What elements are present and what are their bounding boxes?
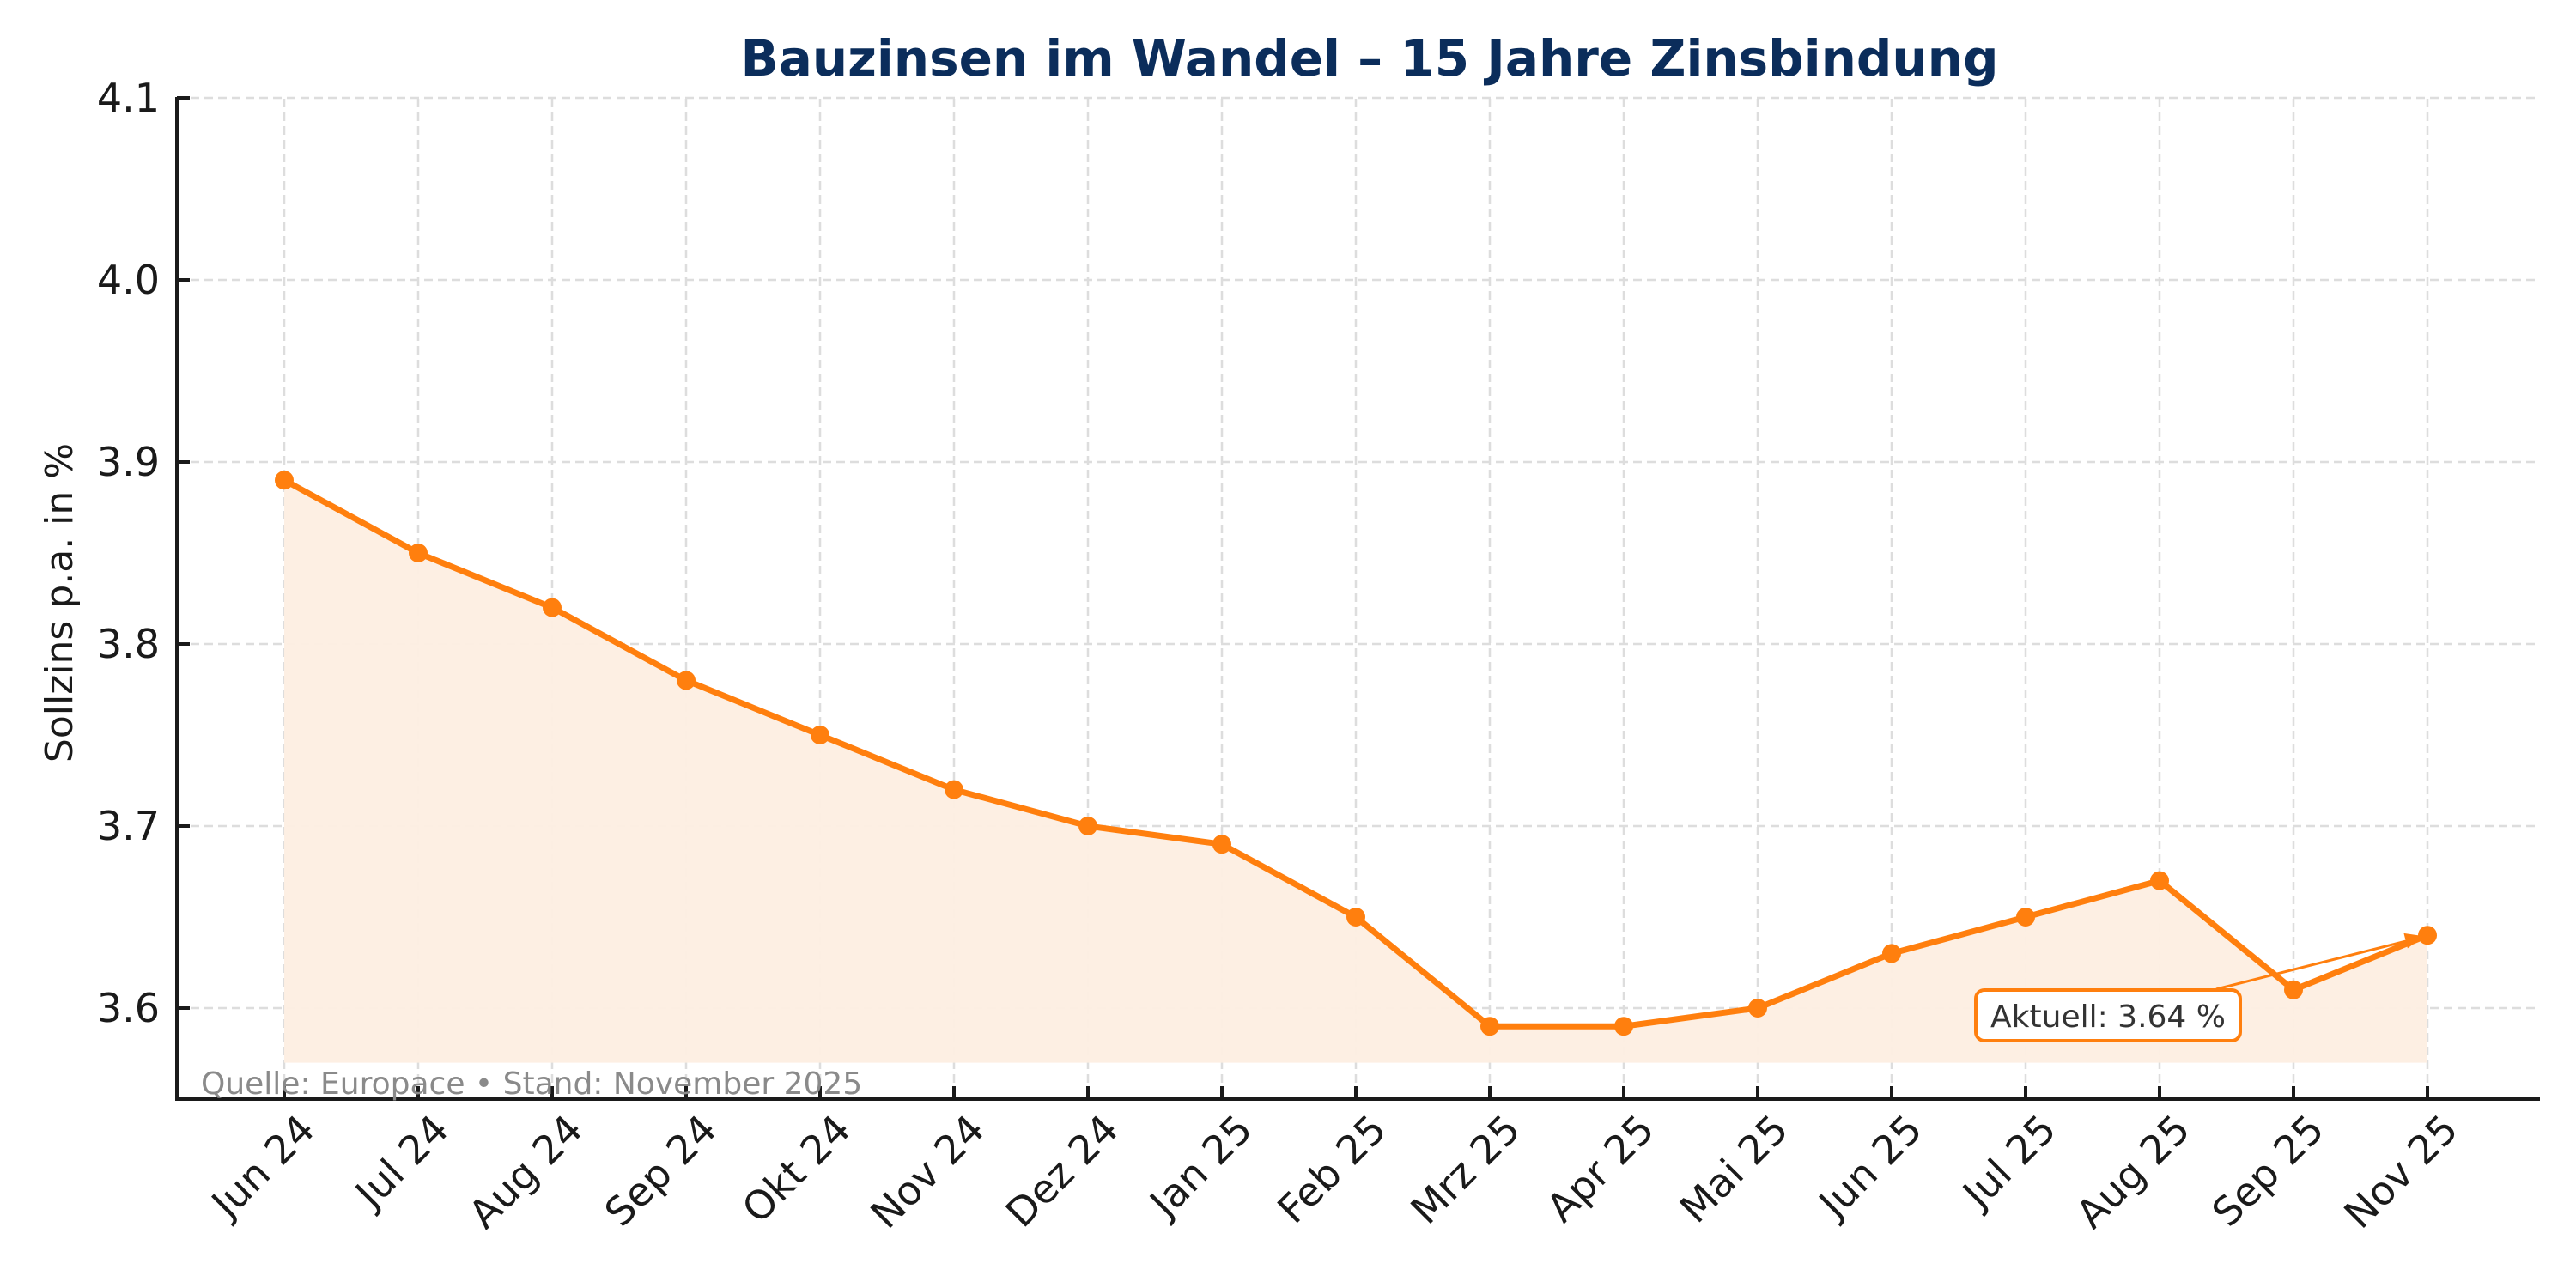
current-value-annotation: Aktuell: 3.64 % — [1974, 933, 2424, 1042]
data-point — [1748, 999, 1767, 1018]
y-tick-label: 4.1 — [97, 75, 160, 121]
data-point — [409, 544, 428, 562]
x-tick-label: Jul 24 — [344, 1106, 457, 1218]
y-tick-label: 3.6 — [97, 985, 160, 1031]
x-tick-label: Feb 25 — [1268, 1106, 1395, 1233]
y-tick-label: 4.0 — [97, 257, 160, 303]
x-tick-label: Okt 24 — [733, 1106, 860, 1232]
data-point — [1480, 1017, 1499, 1036]
x-tick-label: Sep 24 — [596, 1106, 726, 1236]
data-point — [811, 726, 829, 744]
data-point — [543, 598, 562, 617]
x-tick-label: Aug 25 — [2067, 1106, 2198, 1237]
source-note: Quelle: Europace • Stand: November 2025 — [201, 1066, 862, 1102]
data-point — [1078, 817, 1097, 835]
x-tick-label: Jan 25 — [1139, 1106, 1261, 1228]
y-axis-label: Sollzins p.a. in % — [38, 443, 82, 762]
y-axis-ticks: 3.6 3.7 3.8 3.9 4.0 4.1 — [97, 75, 190, 1031]
area-fill — [284, 480, 2427, 1063]
data-point — [1614, 1017, 1633, 1036]
annotation-label: Aktuell: 3.64 % — [1990, 999, 2226, 1035]
data-point — [945, 780, 963, 799]
x-tick-label: Jun 24 — [201, 1106, 324, 1229]
x-tick-label: Mai 25 — [1671, 1106, 1797, 1232]
y-tick-label: 3.9 — [97, 439, 160, 485]
data-point — [275, 471, 294, 490]
data-point — [2284, 980, 2303, 999]
x-tick-label: Nov 25 — [2335, 1106, 2466, 1237]
data-point — [1212, 835, 1231, 854]
x-axis-ticks: Jun 24 Jul 24 Aug 24 Sep 24 Okt 24 Nov 24 Dez … — [201, 1086, 2467, 1237]
data-point — [2150, 871, 2169, 890]
y-tick-label: 3.7 — [97, 803, 160, 849]
data-markers — [275, 471, 2437, 1036]
data-point — [2016, 908, 2035, 927]
data-point — [677, 671, 696, 690]
x-tick-label: Nov 24 — [861, 1106, 993, 1237]
x-tick-label: Sep 25 — [2203, 1106, 2333, 1236]
data-point — [1346, 908, 1365, 927]
x-tick-label: Mrz 25 — [1401, 1106, 1528, 1233]
x-tick-label: Jul 25 — [1952, 1106, 2064, 1218]
y-tick-label: 3.8 — [97, 621, 160, 667]
x-tick-label: Aug 24 — [459, 1106, 591, 1237]
arrowhead-icon — [2403, 933, 2424, 949]
annotation-arrow — [2215, 935, 2423, 991]
x-tick-label: Dez 24 — [997, 1106, 1127, 1236]
data-point — [1882, 944, 1901, 963]
data-point — [2418, 926, 2437, 945]
x-tick-label: Jun 25 — [1808, 1106, 1931, 1229]
chart-title: Bauzinsen im Wandel – 15 Jahre Zinsbindu… — [741, 29, 1999, 88]
annotation-box — [1974, 988, 2242, 1042]
x-tick-label: Apr 25 — [1538, 1106, 1663, 1231]
